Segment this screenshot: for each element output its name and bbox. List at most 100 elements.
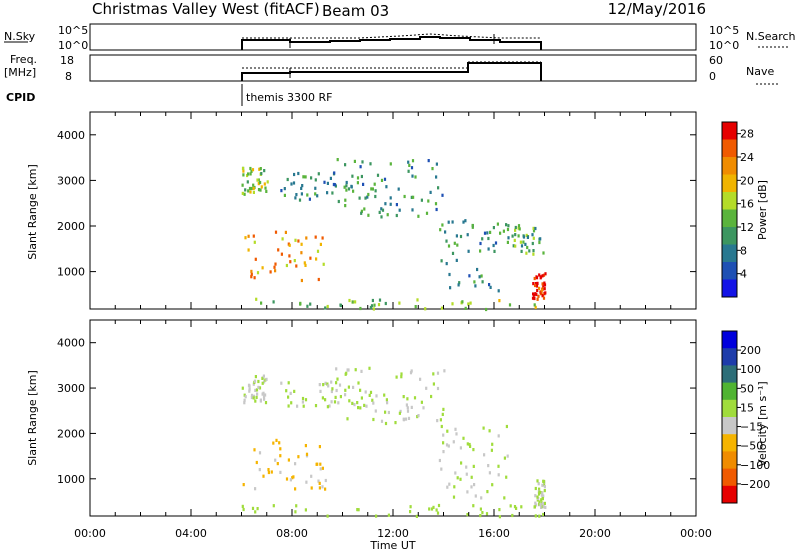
velocity-colorbar: 200 100 50 15 −15 −50 −100 −200 [721,330,770,504]
echo-cell [405,403,408,407]
echo-cell [348,399,351,403]
power-cells [241,158,547,312]
echo-cell [319,462,322,466]
echo-cell [525,233,528,237]
echo-cell [447,444,450,448]
y-tick-label: 2000 [57,427,85,440]
echo-cell [439,418,442,422]
echo-cell [277,248,280,252]
echo-cell [359,388,362,392]
echo-cell [309,302,312,306]
echo-cell [305,236,308,240]
echo-cell [259,188,262,192]
echo-cell [416,298,419,302]
echo-cell [505,223,508,227]
noise-left-tick-bottom: 10^0 [58,39,88,52]
echo-cell [469,301,472,305]
freq-right-tick-bottom: 0 [709,70,716,83]
echo-cell [409,371,413,375]
echo-cell [252,190,255,194]
echo-cell [264,186,267,190]
echo-cell [374,194,377,199]
echo-cell [435,207,438,212]
echo-cell [538,502,541,506]
echo-cell [366,195,369,199]
echo-cell [335,367,338,371]
colorbar-swatch [722,174,737,193]
echo-cell [242,173,245,177]
echo-cell [543,483,546,487]
y-tick-label: 1000 [57,473,85,486]
echo-cell [524,242,527,246]
echo-cell [488,471,491,475]
colorbar-tick-label: 15 [740,401,754,414]
echo-cell [541,274,544,278]
echo-cell [542,505,545,509]
echo-cell [466,233,469,237]
echo-cell [280,381,283,385]
echo-cell [310,486,313,490]
echo-cell [347,385,350,389]
echo-cell [458,281,461,285]
echo-cell [287,381,290,385]
echo-cell [241,166,245,171]
echo-cell [297,171,300,176]
echo-cell [503,456,506,460]
echo-cell [243,401,246,405]
echo-cell [275,438,278,442]
echo-cell [357,406,360,410]
x-tick-label: 16:00 [478,527,510,540]
echo-cell [310,176,313,180]
echo-cell [440,467,443,471]
echo-cell [441,193,444,197]
echo-cell [414,305,417,309]
echo-cell [467,249,470,253]
colorbar-swatch [722,434,737,452]
echo-cell [374,189,377,193]
echo-cell [303,261,306,265]
echo-cell [309,256,312,260]
echo-cell [255,297,258,301]
echo-cell [318,486,321,490]
echo-cell [368,393,371,397]
echo-cell [532,282,535,286]
echo-cell [481,511,484,515]
echo-cell [314,404,318,408]
noise-panel: 10^5 10^0 10^5 10^0 [58,23,739,52]
echo-cell [293,259,296,263]
echo-cell [543,489,546,493]
echo-cell [250,186,253,191]
echo-cell [483,453,486,457]
echo-cell [337,401,340,405]
time-axis-title: Time UT [369,539,415,552]
echo-cell [247,234,250,238]
echo-cell [255,395,258,399]
echo-cell [522,240,525,244]
echo-cell [301,184,304,188]
echo-cell [514,225,517,230]
freq-unit-label: [MHz] [4,66,36,79]
echo-cell [292,475,295,479]
echo-cell [536,495,539,499]
echo-cell [483,231,487,235]
echo-cell [334,395,337,399]
echo-cell [329,176,332,180]
velocity-panel: 1000 2000 3000 4000 Slant Range [km] 200 100… [26,319,770,519]
echo-cell [535,503,538,507]
echo-cell [254,388,257,392]
echo-cell [407,160,410,164]
echo-cell [442,433,445,437]
echo-cell [241,183,244,187]
echo-cell [402,418,405,422]
echo-cell [440,306,444,310]
velocity-cells [241,366,547,519]
colorbar-swatch [722,468,737,487]
echo-cell [384,202,387,206]
echo-cell [283,187,286,191]
echo-cell [267,470,270,475]
echo-cell [542,512,545,517]
echo-cell [417,214,420,218]
echo-cell [294,462,297,466]
echo-cell [283,193,286,197]
echo-cell [515,506,518,510]
